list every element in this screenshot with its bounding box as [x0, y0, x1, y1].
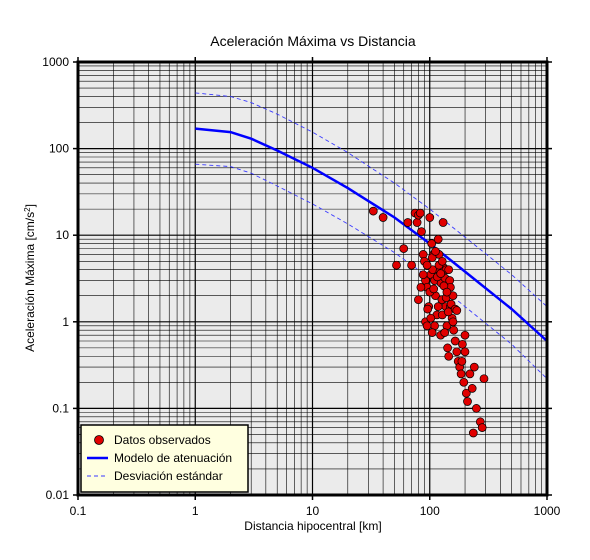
deviation-line	[195, 92, 548, 307]
series-lines	[195, 92, 548, 380]
data-point	[460, 347, 470, 357]
data-point	[436, 269, 446, 278]
data-point	[467, 384, 477, 393]
legend-box	[80, 424, 249, 493]
y-tick-label: 1	[62, 315, 69, 329]
legend: Datos observados Modelo de atenuación De…	[80, 424, 249, 493]
data-point	[468, 428, 478, 438]
x-tick-label: 0.1	[70, 504, 87, 518]
legend-label-model: Modelo de atenuación	[114, 451, 232, 465]
data-point	[426, 313, 436, 323]
data-point	[440, 328, 450, 337]
data-point	[463, 397, 472, 406]
data-point	[460, 330, 470, 340]
x-tick-label: 1000	[534, 504, 561, 518]
x-tick-label: 1	[192, 504, 199, 518]
data-point	[443, 343, 452, 353]
data-point	[392, 260, 401, 270]
data-point	[458, 339, 467, 349]
data-point	[407, 260, 416, 270]
data-point	[449, 325, 459, 335]
data-point	[433, 234, 443, 244]
y-tick-label: 10	[56, 228, 70, 242]
data-point	[399, 244, 409, 253]
data-point	[427, 328, 437, 337]
legend-label-observed: Datos observados	[114, 433, 211, 447]
data-point	[444, 351, 454, 361]
y-tick-label: 0.01	[46, 488, 70, 502]
data-point	[431, 247, 440, 256]
data-point	[433, 302, 443, 311]
x-tick-label: 100	[420, 504, 440, 518]
data-point	[456, 369, 466, 379]
data-point	[469, 362, 479, 372]
deviation-line	[195, 163, 548, 380]
data-point	[461, 388, 471, 398]
y-tick-label: 100	[49, 142, 69, 156]
data-point	[438, 218, 448, 227]
data-point	[472, 404, 481, 413]
y-tick-label: 1000	[42, 55, 69, 69]
x-axis-label: Distancia hipocentral [km]	[244, 519, 381, 533]
data-point	[415, 208, 425, 218]
data-point	[452, 306, 462, 315]
legend-label-deviation: Desviación estándar	[114, 469, 223, 483]
data-points	[368, 206, 489, 438]
y-tick-label: 0.1	[52, 401, 69, 415]
data-point	[403, 218, 413, 227]
data-point	[477, 423, 487, 432]
data-point	[423, 304, 433, 314]
data-point	[448, 317, 458, 327]
data-point	[444, 265, 454, 275]
chart-title: Aceleración Máxima vs Distancia	[210, 33, 416, 49]
legend-marker-observed	[94, 435, 104, 445]
data-point	[465, 369, 475, 379]
data-point	[452, 347, 462, 357]
y-axis-label: Aceleración Máxima [cm/s2]	[23, 204, 38, 352]
data-point	[414, 295, 423, 305]
grid-lines	[78, 62, 547, 495]
data-point	[437, 256, 447, 266]
data-point	[418, 270, 428, 280]
data-point	[442, 287, 452, 297]
data-point	[422, 260, 432, 270]
data-point	[479, 374, 489, 384]
data-point	[457, 356, 467, 366]
data-point	[427, 239, 437, 248]
x-tick-label: 10	[306, 504, 320, 518]
data-point	[425, 213, 435, 222]
data-point	[416, 282, 426, 292]
data-point	[368, 206, 378, 216]
data-point	[417, 227, 426, 236]
model-line	[195, 127, 548, 342]
data-point	[450, 336, 460, 346]
data-point	[412, 218, 422, 227]
data-point	[422, 321, 432, 331]
data-point	[459, 377, 469, 387]
data-point	[429, 284, 439, 294]
data-point	[378, 213, 388, 222]
